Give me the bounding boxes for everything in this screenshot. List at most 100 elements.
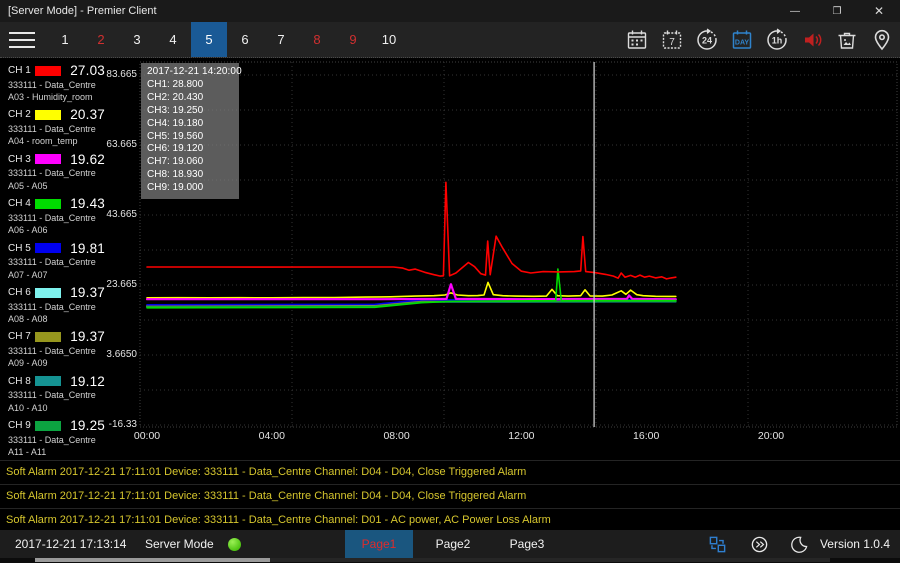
channel-color-swatch bbox=[35, 154, 61, 165]
channel-legend-item[interactable]: CH 9 19.25 333111 - Data_Centre A11 - A1… bbox=[0, 418, 112, 463]
svg-text:1h: 1h bbox=[772, 35, 783, 45]
channel-value: 19.25 bbox=[70, 418, 105, 434]
tooltip-row: CH7: 19.060 bbox=[147, 156, 204, 168]
channel-point: A04 - room_temp bbox=[8, 136, 78, 147]
channel-label: CH 9 bbox=[8, 420, 31, 432]
channel-legend-item[interactable]: CH 5 19.81 333111 - Data_Centre A07 - A0… bbox=[0, 240, 112, 286]
channel-point: A05 - A05 bbox=[8, 180, 48, 191]
channel-legend-item[interactable]: CH 2 20.37 333111 - Data_Centre A04 - ro… bbox=[0, 107, 112, 152]
connection-status-indicator bbox=[228, 538, 241, 551]
tooltip-row: CH6: 19.120 bbox=[147, 143, 204, 155]
clear-history-icon[interactable] bbox=[835, 28, 859, 52]
alarm-message[interactable]: Soft Alarm 2017-12-21 17:11:01 Device: 3… bbox=[0, 509, 900, 533]
series-line-ch1 bbox=[146, 181, 677, 280]
page-tab-3[interactable]: 3 bbox=[133, 32, 141, 47]
y-axis-tick: 23.665 bbox=[106, 279, 137, 290]
bottom-bar bbox=[0, 558, 900, 563]
swap-pages-icon[interactable] bbox=[708, 535, 727, 554]
calendar-month-icon[interactable] bbox=[625, 28, 649, 52]
sync-icon[interactable] bbox=[750, 535, 769, 554]
tooltip-row: CH9: 19.000 bbox=[147, 182, 204, 194]
y-axis-tick: 63.665 bbox=[106, 139, 137, 150]
channel-device: 333111 - Data_Centre bbox=[8, 123, 96, 134]
channel-point: A10 - A10 bbox=[8, 402, 48, 413]
alarm-log: Soft Alarm 2017-12-21 17:11:01 Device: 3… bbox=[0, 460, 900, 533]
chart-area: CH 1 27.03 333111 - Data_Centre A03 - Hu… bbox=[0, 58, 900, 460]
channel-label: CH 3 bbox=[8, 153, 31, 165]
minimize-icon[interactable]: — bbox=[790, 5, 800, 17]
page-number-tabs: 1 2 3 4 5 6 7 8 9 10 bbox=[47, 22, 407, 57]
channel-label: CH 4 bbox=[8, 198, 31, 210]
channel-legend-item[interactable]: CH 7 19.37 333111 - Data_Centre A09 - A0… bbox=[0, 329, 112, 374]
svg-text:7: 7 bbox=[669, 37, 675, 48]
series-line-ch4 bbox=[146, 268, 677, 309]
page-tab-10[interactable]: 10 bbox=[381, 32, 397, 47]
channel-device: 333111 - Data_Centre bbox=[8, 257, 96, 268]
page-tab-9[interactable]: 9 bbox=[349, 32, 357, 47]
channel-label: CH 2 bbox=[8, 109, 31, 121]
channel-legend-item[interactable]: CH 1 27.03 333111 - Data_Centre A03 - Hu… bbox=[0, 63, 112, 108]
status-tab-page1[interactable]: Page1 bbox=[345, 530, 413, 558]
cursor-tooltip: 2017-12-21 14:20:00 CH1: 28.800 CH2: 20.4… bbox=[141, 63, 242, 200]
page-tab-1[interactable]: 1 bbox=[61, 32, 69, 47]
alarm-message[interactable]: Soft Alarm 2017-12-21 17:11:01 Device: 3… bbox=[0, 461, 900, 485]
page-tab-2[interactable]: 2 bbox=[97, 32, 105, 47]
calendar-day-icon[interactable]: DAY bbox=[730, 28, 754, 52]
x-axis-tick: 08:00 bbox=[383, 430, 410, 442]
channel-color-swatch bbox=[35, 109, 61, 120]
page-tab-8[interactable]: 8 bbox=[313, 32, 321, 47]
version-label: Version 1.0.4 bbox=[819, 537, 890, 551]
status-tab-page3[interactable]: Page3 bbox=[509, 537, 545, 551]
channel-device: 333111 - Data_Centre bbox=[8, 345, 96, 356]
y-axis-tick: 43.665 bbox=[106, 209, 137, 220]
channel-label: CH 7 bbox=[8, 331, 31, 343]
channel-value: 19.81 bbox=[70, 240, 105, 256]
y-axis-tick: 3.6650 bbox=[106, 349, 137, 360]
x-axis-tick: 16:00 bbox=[633, 430, 660, 442]
channel-label: CH 6 bbox=[8, 287, 31, 298]
alarm-message[interactable]: Soft Alarm 2017-12-21 17:11:01 Device: 3… bbox=[0, 485, 900, 509]
scrollbar-thumb[interactable] bbox=[35, 558, 270, 562]
channel-color-swatch bbox=[35, 376, 61, 387]
channel-color-swatch bbox=[35, 331, 61, 342]
channel-point: A08 - A08 bbox=[8, 314, 48, 324]
close-icon[interactable]: ✕ bbox=[873, 4, 885, 18]
night-mode-icon[interactable] bbox=[790, 535, 809, 554]
channel-point: A07 - A07 bbox=[8, 269, 48, 280]
svg-text:24: 24 bbox=[702, 35, 712, 45]
series-line-ch3 bbox=[145, 283, 677, 301]
location-pin-icon[interactable] bbox=[870, 28, 894, 52]
clock-1h-icon[interactable]: 1h bbox=[765, 28, 789, 52]
channel-device: 333111 - Data_Centre bbox=[8, 301, 96, 312]
main-toolbar: 1 2 3 4 5 6 7 8 9 10 7 24 DAY 1h bbox=[0, 22, 900, 58]
horizontal-scrollbar[interactable] bbox=[35, 558, 830, 562]
channel-point: A03 - Humidity_room bbox=[8, 92, 93, 102]
channel-color-swatch bbox=[35, 420, 61, 431]
menu-icon[interactable] bbox=[9, 31, 35, 48]
channel-point: A11 - A11 bbox=[8, 447, 47, 458]
toolbar-icons: 7 24 DAY 1h bbox=[625, 28, 900, 52]
channel-label: CH 8 bbox=[8, 375, 31, 387]
status-mode-label: Server Mode bbox=[145, 537, 214, 551]
channel-value: 19.43 bbox=[70, 196, 105, 212]
channel-legend-item[interactable]: CH 6 19.37 333111 - Data_Centre A08 - A0… bbox=[0, 285, 112, 330]
page-tab-6[interactable]: 6 bbox=[241, 32, 249, 47]
channel-color-swatch bbox=[35, 287, 61, 298]
status-tab-page2[interactable]: Page2 bbox=[435, 537, 471, 551]
channel-legend-item[interactable]: CH 8 19.12 333111 - Data_Centre A10 - A1… bbox=[0, 374, 112, 419]
channel-legend-item[interactable]: CH 3 19.62 333111 - Data_Centre A05 - A0… bbox=[0, 152, 112, 197]
page-tab-7[interactable]: 7 bbox=[277, 32, 285, 47]
calendar-week-icon[interactable]: 7 bbox=[660, 28, 684, 52]
channel-color-swatch bbox=[35, 65, 61, 76]
trend-chart[interactable] bbox=[0, 58, 900, 460]
channel-value: 19.37 bbox=[70, 329, 105, 345]
channel-value: 20.37 bbox=[70, 107, 105, 123]
alarm-sound-icon[interactable] bbox=[800, 28, 824, 52]
page-tab-4[interactable]: 4 bbox=[169, 32, 177, 47]
channel-legend-item[interactable]: CH 4 19.43 333111 - Data_Centre A06 - A0… bbox=[0, 196, 112, 241]
channel-value: 19.37 bbox=[70, 285, 105, 300]
clock-24h-icon[interactable]: 24 bbox=[695, 28, 719, 52]
maximize-icon[interactable]: ❐ bbox=[832, 5, 842, 17]
page-tab-5[interactable]: 5 bbox=[191, 22, 227, 57]
channel-device: 333111 - Data_Centre bbox=[8, 434, 96, 445]
